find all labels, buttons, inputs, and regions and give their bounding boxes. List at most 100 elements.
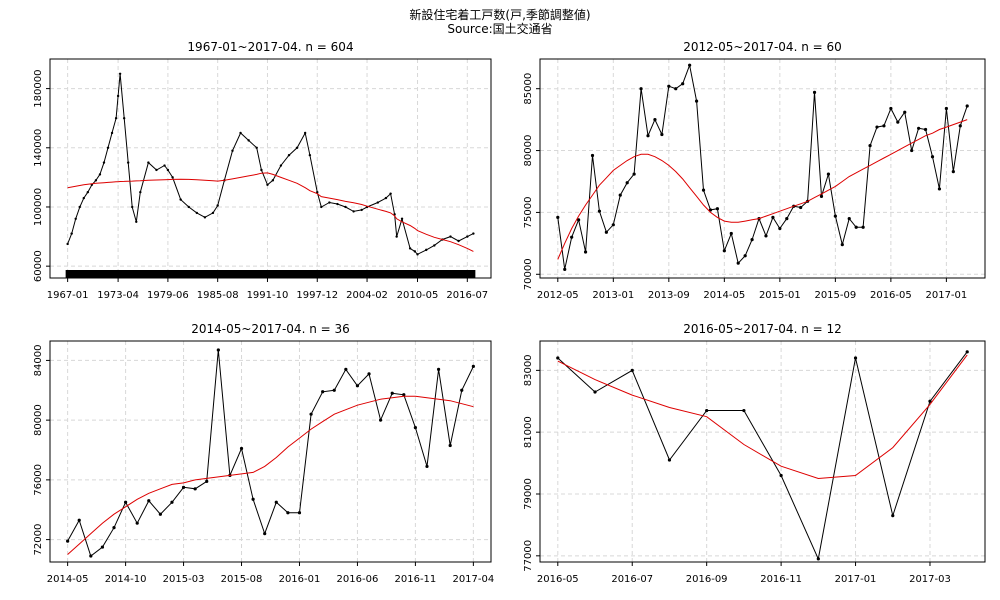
data-point [100,545,105,549]
chart-panel-4: 2016-05~2017-04. n = 12 2016-05 2016-07 201… [523,322,986,585]
data-point [266,183,269,186]
data-point [965,350,969,354]
y-tick-label: 75000 [523,197,534,229]
trend-series-line [557,354,968,480]
data-point [98,173,102,176]
data-point [826,172,831,176]
y-tick-label: 81000 [523,416,534,448]
x-tick-label: 1967-01 [47,290,89,301]
x-tick-label: 2016-01 [279,574,321,585]
data-point [135,220,138,223]
data-point [799,205,803,210]
data-point [279,164,283,167]
data-point [286,511,290,515]
data-point [891,514,895,518]
data-point [211,211,215,215]
data-point [854,225,858,229]
data-point [320,205,323,209]
data-point [66,242,69,246]
data-point [239,131,242,135]
y-tick-label: 76000 [33,464,44,496]
data-point [743,254,747,258]
data-point [667,458,672,462]
y-tick-label: 72000 [33,524,44,556]
data-point [630,368,634,372]
data-point [646,134,650,138]
data-point [94,179,98,182]
trend-series-line [67,395,474,555]
chart-title: 2014-05~2017-04. n = 36 [191,322,350,336]
data-point [260,168,263,172]
data-point [764,234,768,238]
y-tick-label: 80000 [33,404,44,436]
data-point [171,176,174,179]
observed-series-line [67,73,474,255]
x-tick-label: 2016-05 [870,290,912,301]
observed-series-line [557,63,968,270]
data-point [779,473,783,478]
data-point [179,198,182,201]
data-point [570,235,574,239]
data-point [247,139,250,142]
data-point [116,94,120,98]
x-tick-label: 2015-09 [814,290,856,301]
data-point [853,356,858,360]
data-point [896,120,900,124]
plot-frame [539,340,986,563]
data-point [433,244,436,247]
data-point [332,388,336,392]
data-point [195,211,199,215]
data-point [965,104,969,108]
data-point [216,204,219,207]
data-point [917,126,921,130]
data-point [139,190,142,194]
data-point [344,367,348,371]
data-point [255,146,258,149]
data-point [928,399,932,403]
data-point [231,149,234,152]
x-tick-label: 2016-11 [395,574,437,585]
x-tick-label: 2014-05 [47,574,89,585]
data-point [625,181,629,185]
x-tick-label: 2017-01 [835,574,877,585]
data-point [425,464,429,469]
data-point [70,232,73,235]
data-point [593,390,597,394]
y-tick-label: 80000 [523,135,534,167]
data-point [750,238,754,242]
x-tick-label: 2014-10 [105,574,147,585]
data-point [611,223,615,227]
data-point [413,426,417,430]
x-tick-label: 2017-04 [452,574,494,585]
data-point [66,539,70,543]
data-point [89,554,93,558]
data-point [82,196,85,200]
observed-series-line [557,351,968,561]
data-point [147,499,151,503]
data-point [944,106,948,111]
x-tick-label: 2014-05 [703,290,745,301]
data-point [923,127,928,132]
data-point [861,225,865,229]
data-point [471,364,475,368]
data-point [937,187,942,191]
data-point [556,356,560,360]
data-point [667,84,671,88]
data-point [118,72,122,75]
x-tick-label: 2016-09 [686,574,728,585]
data-point [583,250,588,254]
data-point [449,235,452,238]
data-point [472,232,475,235]
data-point [400,217,404,221]
data-point [147,161,150,164]
data-point [408,247,412,250]
data-point [653,118,657,122]
data-point [166,168,170,172]
y-tick-label: 84000 [33,345,44,377]
data-point [694,99,699,103]
y-tick-label: 70000 [523,258,534,290]
data-point [597,209,602,213]
data-point [729,231,733,236]
data-point [295,146,299,149]
